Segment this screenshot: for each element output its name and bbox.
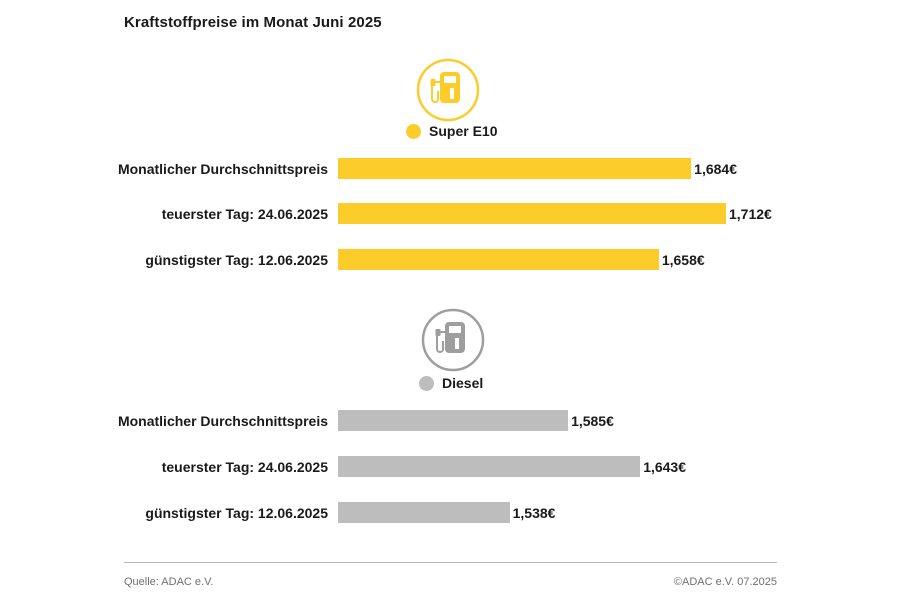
category-label: teuerster Tag: 24.06.2025 bbox=[161, 459, 328, 475]
legend-super-e10: Super E10 bbox=[406, 123, 497, 139]
bar-row-diesel-min: günstigster Tag: 12.06.2025 1,538€ bbox=[0, 502, 900, 524]
value-label: 1,658€ bbox=[661, 252, 705, 268]
legend-dot-diesel bbox=[419, 375, 434, 391]
bar-row-diesel-avg: Monatlicher Durchschnittspreis 1,585€ bbox=[0, 410, 900, 432]
fuel-pump-icon bbox=[421, 308, 485, 372]
category-label: teuerster Tag: 24.06.2025 bbox=[161, 206, 328, 222]
category-label: Monatlicher Durchschnittspreis bbox=[117, 161, 328, 177]
value-label: 1,712€ bbox=[729, 206, 772, 222]
bar-row-diesel-max: teuerster Tag: 24.06.2025 1,643€ bbox=[0, 456, 900, 478]
legend-diesel: Diesel bbox=[419, 375, 483, 391]
source-note: Quelle: ADAC e.V. bbox=[124, 576, 214, 588]
footer-divider bbox=[124, 562, 777, 563]
legend-label-super-e10: Super E10 bbox=[429, 123, 498, 139]
category-label: Monatlicher Durchschnittspreis bbox=[117, 413, 328, 429]
bar-row-super-max: teuerster Tag: 24.06.2025 1,712€ bbox=[0, 203, 900, 225]
value-label: 1,643€ bbox=[643, 459, 687, 475]
value-label: 1,585€ bbox=[571, 413, 614, 429]
value-label: 1,538€ bbox=[512, 505, 556, 521]
category-label: günstigster Tag: 12.06.2025 bbox=[145, 252, 328, 268]
chart-title: Kraftstoffpreise im Monat Juni 2025 bbox=[124, 14, 382, 31]
bar-row-super-avg: Monatlicher Durchschnittspreis 1,684€ bbox=[0, 158, 900, 180]
legend-dot-super-e10 bbox=[406, 123, 421, 139]
fuel-pump-icon bbox=[416, 58, 480, 122]
legend-label-diesel: Diesel bbox=[442, 375, 484, 391]
category-label: günstigster Tag: 12.06.2025 bbox=[145, 505, 328, 521]
copyright-note: ©ADAC e.V. 07.2025 bbox=[673, 576, 777, 588]
bar-diesel-average bbox=[338, 410, 569, 431]
bar-diesel-min bbox=[338, 502, 510, 523]
bar-super-e10-average bbox=[338, 158, 692, 179]
bar-diesel-max bbox=[338, 456, 641, 477]
value-label: 1,684€ bbox=[694, 161, 737, 177]
bar-super-e10-max bbox=[338, 203, 726, 224]
bar-row-super-min: günstigster Tag: 12.06.2025 1,658€ bbox=[0, 249, 900, 271]
bar-super-e10-min bbox=[338, 249, 659, 270]
